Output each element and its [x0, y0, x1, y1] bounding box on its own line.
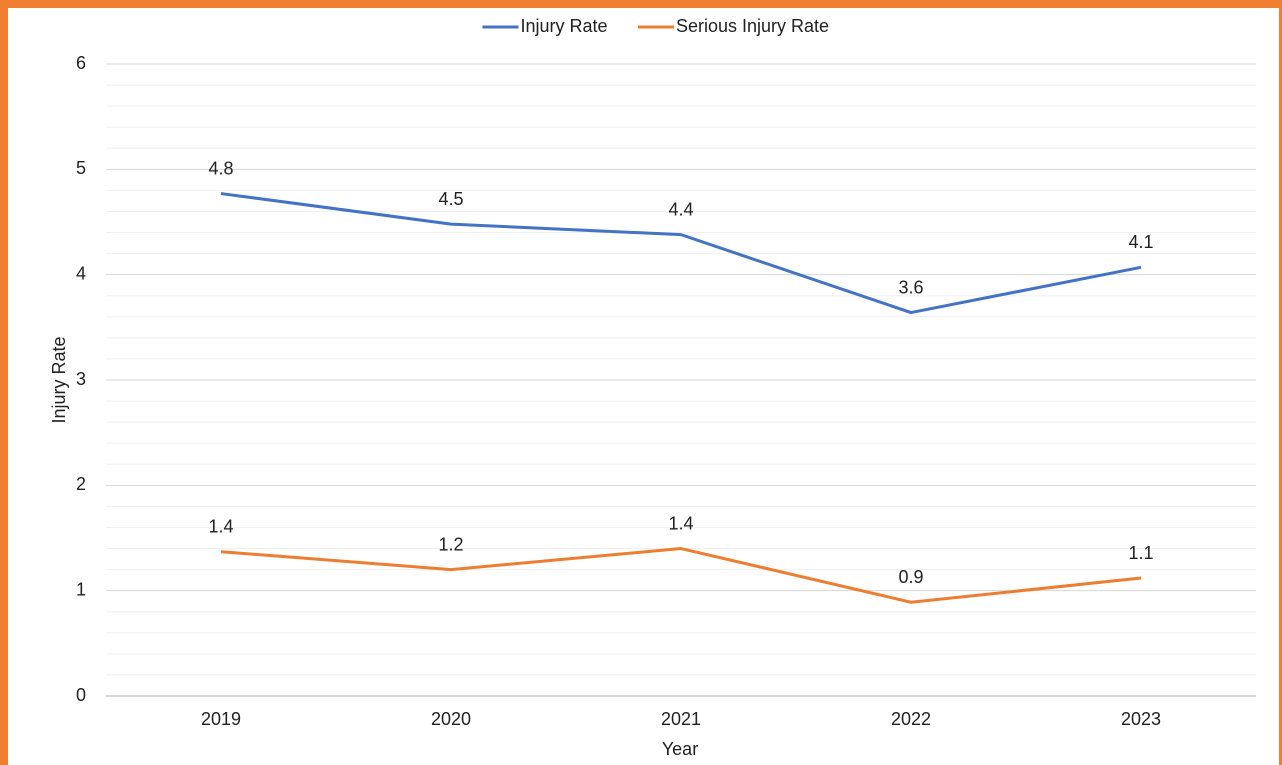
series-line [220, 192, 1142, 315]
y-axis-title: Injury Rate [49, 336, 69, 423]
x-tick-label: 2023 [1121, 709, 1161, 729]
x-tick-label: 2022 [891, 709, 931, 729]
y-tick-label: 2 [76, 474, 86, 494]
x-tick-label: 2020 [431, 709, 471, 729]
y-tick-label: 4 [76, 263, 86, 283]
y-tick-label: 5 [76, 158, 86, 178]
y-tick-label: 0 [76, 685, 86, 705]
legend-label: Injury Rate [521, 16, 608, 36]
x-tick-label: 2021 [661, 709, 701, 729]
y-tick-label: 3 [76, 369, 86, 389]
data-label: 4.8 [208, 158, 233, 178]
data-label: 4.1 [1128, 232, 1153, 252]
data-label: 1.2 [438, 534, 463, 554]
data-label: 0.9 [898, 567, 923, 587]
data-label: 4.4 [668, 199, 693, 219]
series-line [220, 547, 1142, 604]
legend-label: Serious Injury Rate [676, 16, 829, 36]
data-label: 1.4 [208, 516, 233, 536]
background [8, 8, 1279, 765]
y-tick-label: 6 [76, 53, 86, 73]
x-axis-title: Year [662, 739, 698, 759]
y-tick-label: 1 [76, 579, 86, 599]
data-label: 3.6 [898, 277, 923, 297]
x-tick-label: 2019 [201, 709, 241, 729]
data-label: 1.4 [668, 513, 693, 533]
data-label: 1.1 [1128, 543, 1153, 563]
data-label: 4.5 [438, 189, 463, 209]
